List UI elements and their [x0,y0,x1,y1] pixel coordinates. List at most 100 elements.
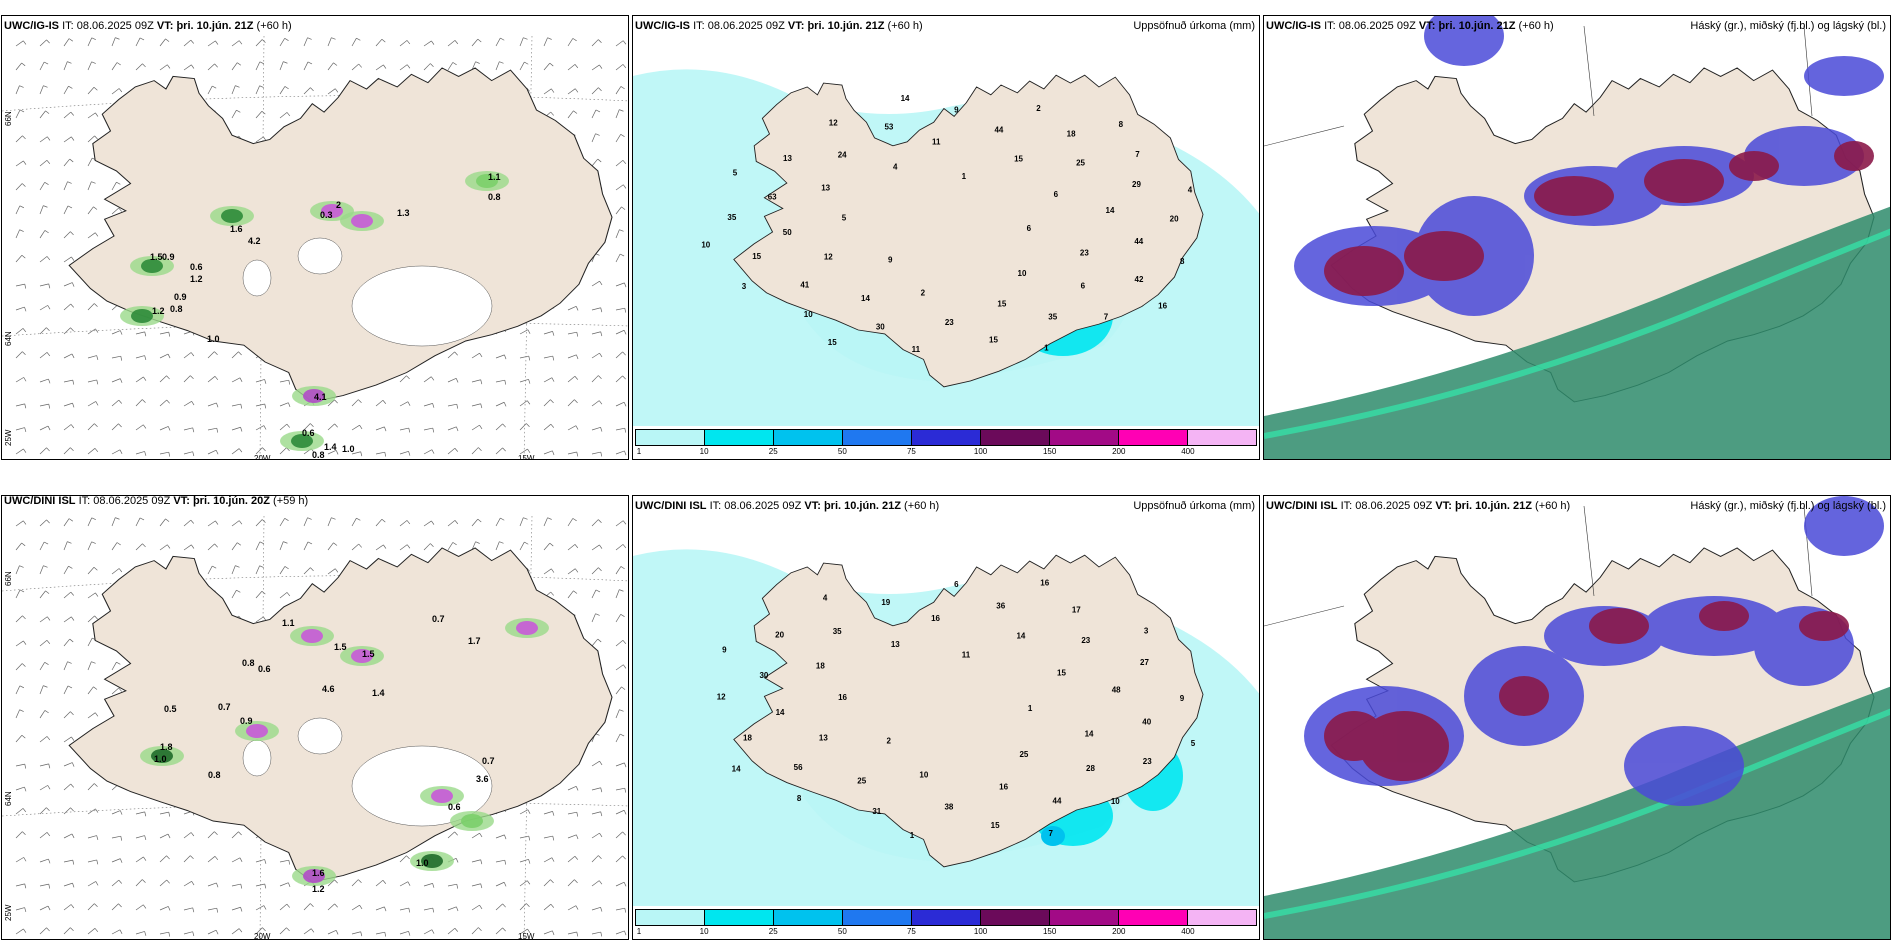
wind-barb [399,907,411,913]
panel-title: UWC/DINI ISL IT: 08.06.2025 09Z VT: þri.… [4,495,309,507]
wind-barb [615,831,626,839]
precip-value-label: 10 [1018,269,1027,278]
wind-barb [423,376,435,383]
precip-value-label: 24 [838,150,847,159]
wind-barb [39,447,50,455]
wind-barb [255,590,266,599]
wind-barb [255,85,264,95]
wind-barb [615,733,625,743]
cloud-map [1264,496,1890,939]
wind-barb [279,402,291,408]
precip-value-label: 0.6 [448,802,461,812]
wind-barb [135,856,147,863]
precip-value-label: 11 [932,138,941,147]
mid-cloud [1324,711,1384,761]
wind-barb [15,928,27,935]
wind-barb [591,133,600,143]
wind-barb [447,447,459,455]
precip-core [516,621,538,635]
wind-barb [39,662,49,671]
precip-value-label: 35 [727,213,736,222]
wind-barb [591,426,603,432]
wind-barb [399,375,410,383]
wind-barb [279,859,291,865]
wind-barb [111,517,120,527]
wind-barb [15,542,26,551]
wind-barb [111,542,121,551]
wind-barb [63,111,75,119]
wind-barb [39,61,49,71]
wind-barb [207,565,217,575]
glaciers [242,237,493,347]
wind-barb [567,518,577,527]
mid-cloud [1834,141,1874,171]
wind-barb [567,64,579,71]
wind-barb [183,907,195,913]
wind-barb [39,763,51,769]
precip-value-label: 7 [1048,829,1053,838]
wind-barb [591,64,603,71]
wind-barb [111,835,123,841]
wind-barb [111,423,122,431]
lon-label-15: 15W [518,932,535,940]
wind-barb [159,518,170,527]
wind-barb [327,517,336,527]
precip-core [301,629,323,643]
high-cloud [1424,16,1504,66]
panel-subtitle: Uppsöfnuð úrkoma (mm) [1133,500,1255,512]
precip-value-label: 1.5 [362,649,375,659]
precip-core [221,209,243,223]
wind-barb [111,929,123,935]
cloud-map-panel-top: UWC/IG-IS IT: 08.06.2025 09Z VT: þri. 10… [1263,15,1891,460]
precip-value-label: 19 [881,598,890,607]
wind-barb [183,352,195,359]
precip-value-label: 15 [991,821,1000,830]
precip-value-label: 6 [954,580,959,589]
wind-barb [471,38,482,47]
wind-barb [351,63,362,71]
precip-value-label: 1.5 [334,642,347,652]
wind-barb [111,879,123,887]
wind-barb [63,762,75,767]
wind-barb [15,377,27,383]
precip-value-label: 1 [1028,704,1033,713]
wind-barb [183,544,195,551]
precip-core [141,259,163,273]
wind-barb [87,686,98,695]
wind-barb [567,905,579,911]
precip-value-label: 28 [1086,764,1095,773]
colorbar-cell [1188,910,1256,925]
wind-barb [495,881,507,887]
wind-barb [615,664,627,671]
wind-barb [39,927,50,935]
wind-barb [399,930,411,936]
colorbar-tick-label: 25 [768,927,778,936]
wind-barb [231,857,243,863]
wind-barb [447,426,459,432]
wind-barb [159,906,171,911]
wind-map-panel-bottom: UWC/DINI ISL IT: 08.06.2025 09Z VT: þri.… [1,495,629,940]
wind-barb [591,931,603,937]
wind-barb [183,39,195,47]
wind-barb [615,229,624,239]
precip-value-label: 48 [1112,685,1121,694]
wind-barb [327,568,339,575]
precip-value-label: 14 [901,94,910,103]
wind-barb [231,448,243,455]
precip-value-label: 6 [1054,190,1059,199]
wind-barb [543,857,555,863]
wind-barb [135,451,147,456]
wind-barb [255,403,267,409]
precip-value-label: 3 [1144,627,1149,636]
wind-barb [15,351,26,359]
precip-value-label: 30 [759,671,768,680]
precip-value-label: 4.2 [248,236,261,246]
precip-value-label: 25 [1019,750,1028,759]
precip-value-label: 8 [1180,257,1185,266]
panel-title: UWC/IG-IS IT: 08.06.2025 09Z VT: þri. 10… [635,20,923,32]
precip-value-label: 15 [1057,669,1066,678]
precip-value-label: 1.0 [416,858,429,868]
precip-value-label: 5 [1191,739,1196,748]
mid-cloud [1499,676,1549,716]
colorbar-tick-label: 100 [973,927,988,936]
